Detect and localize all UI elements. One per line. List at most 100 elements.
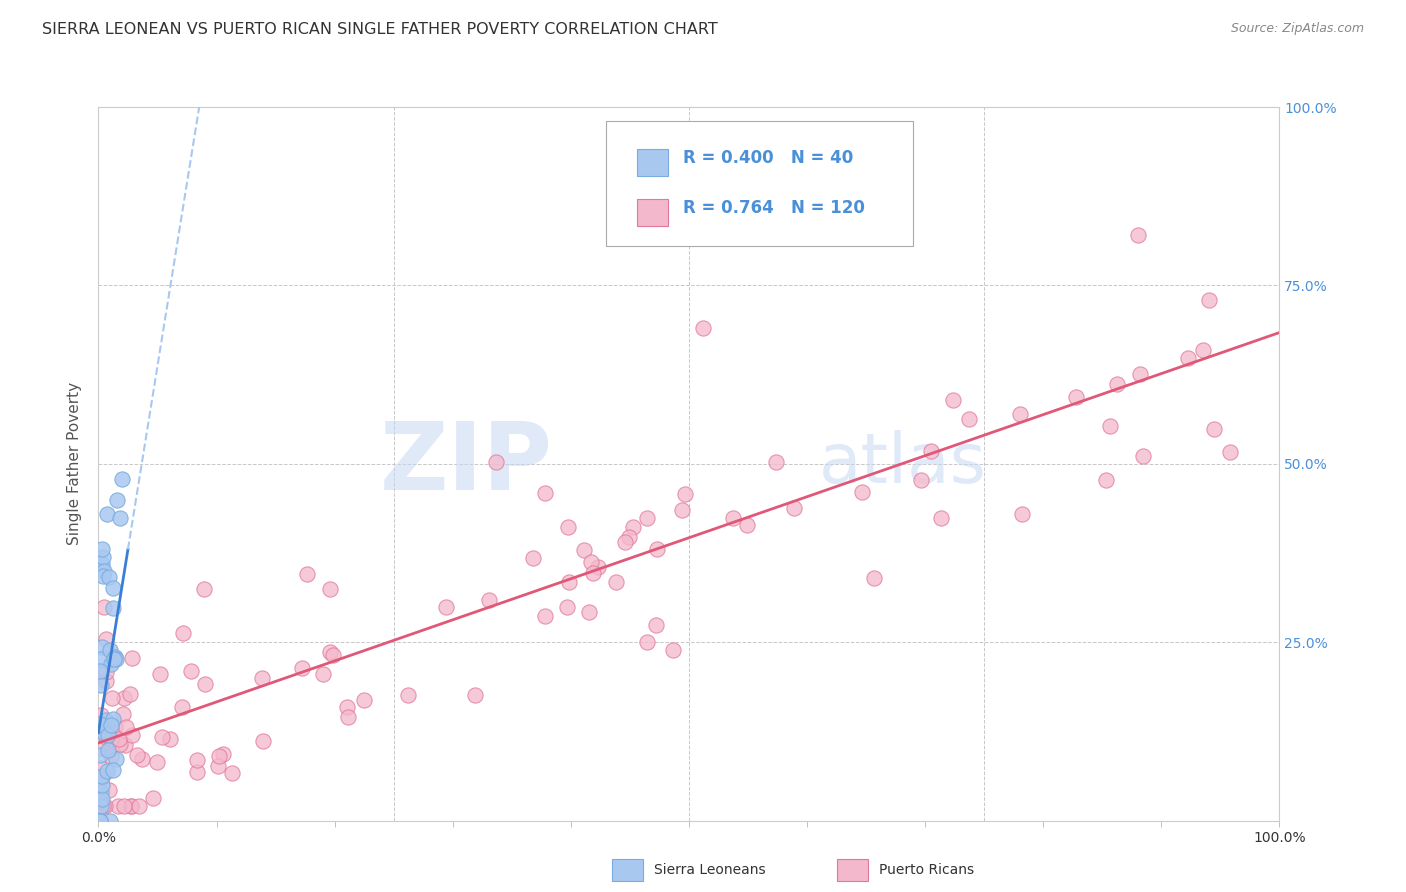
Point [186,765,208,780]
Point [172,625,194,640]
Point [90,678,112,692]
Point [89,747,111,762]
Point [121,728,143,742]
Point [534,608,557,623]
Point [396,688,419,702]
Text: Source: ZipAtlas.com: Source: ZipAtlas.com [1230,22,1364,36]
Text: Puerto Ricans: Puerto Ricans [879,863,974,877]
Point [89,794,111,808]
Point [578,605,600,619]
Point [115,720,138,734]
Point [617,530,640,544]
Point [782,501,804,516]
Point [645,541,668,556]
Point [221,765,243,780]
Point [636,635,658,649]
Text: Sierra Leoneans: Sierra Leoneans [654,863,765,877]
Point [100,718,122,732]
Point [478,593,501,607]
Point [93,599,115,614]
Point [170,700,193,714]
Point [94,665,117,680]
Text: R = 0.400   N = 40: R = 0.400 N = 40 [682,149,853,167]
Point [1219,445,1241,459]
Point [180,664,202,678]
Point [291,661,314,675]
Point [91,557,114,571]
Point [186,753,208,767]
Point [91,778,114,792]
Point [1129,367,1152,381]
Point [90,799,112,814]
Point [159,731,181,746]
Point [91,542,114,557]
Point [250,671,273,685]
Point [1008,407,1031,421]
Point [252,734,274,748]
Point [101,712,124,726]
Point [93,564,115,578]
Point [100,691,122,706]
Point [91,569,114,583]
Point [319,645,342,659]
Point [103,763,125,777]
Point [636,511,658,525]
Point [91,770,114,784]
Point [1192,343,1215,357]
Point [98,783,121,797]
Point [112,799,135,814]
Point [96,716,118,731]
Point [89,814,111,828]
Point [522,550,544,565]
Point [93,725,115,739]
Point [121,651,143,665]
Point [91,792,114,806]
Point [98,643,121,657]
Point [100,657,122,671]
Point [108,737,131,751]
Point [193,582,215,597]
Point [91,549,114,564]
Point [149,666,172,681]
Point [534,485,557,500]
Point [1064,390,1087,404]
Point [614,535,637,549]
Point [90,640,112,654]
Point [692,321,714,335]
Point [128,799,150,814]
Point [114,738,136,752]
Point [96,507,118,521]
FancyBboxPatch shape [637,149,668,177]
Point [103,652,125,666]
Point [579,555,602,569]
Point [96,764,118,778]
Point [90,741,112,756]
Point [94,730,117,744]
Point [193,677,215,691]
Point [851,485,873,500]
Point [1011,507,1033,521]
Point [89,665,111,679]
Point [207,759,229,773]
Point [1132,449,1154,463]
Point [208,748,231,763]
Point [111,707,134,722]
Point [1202,422,1225,436]
Point [94,713,117,727]
Point [100,749,122,764]
Point [100,732,122,747]
Point [557,600,579,615]
Point [737,517,759,532]
Point [337,710,360,724]
Point [765,455,787,469]
Point [91,769,114,783]
Point [605,574,627,589]
Point [94,632,117,647]
FancyBboxPatch shape [606,121,914,246]
Point [108,731,131,746]
Point [120,687,142,701]
Point [721,511,744,525]
Point [464,688,486,702]
Point [957,412,980,426]
Point [211,747,233,761]
